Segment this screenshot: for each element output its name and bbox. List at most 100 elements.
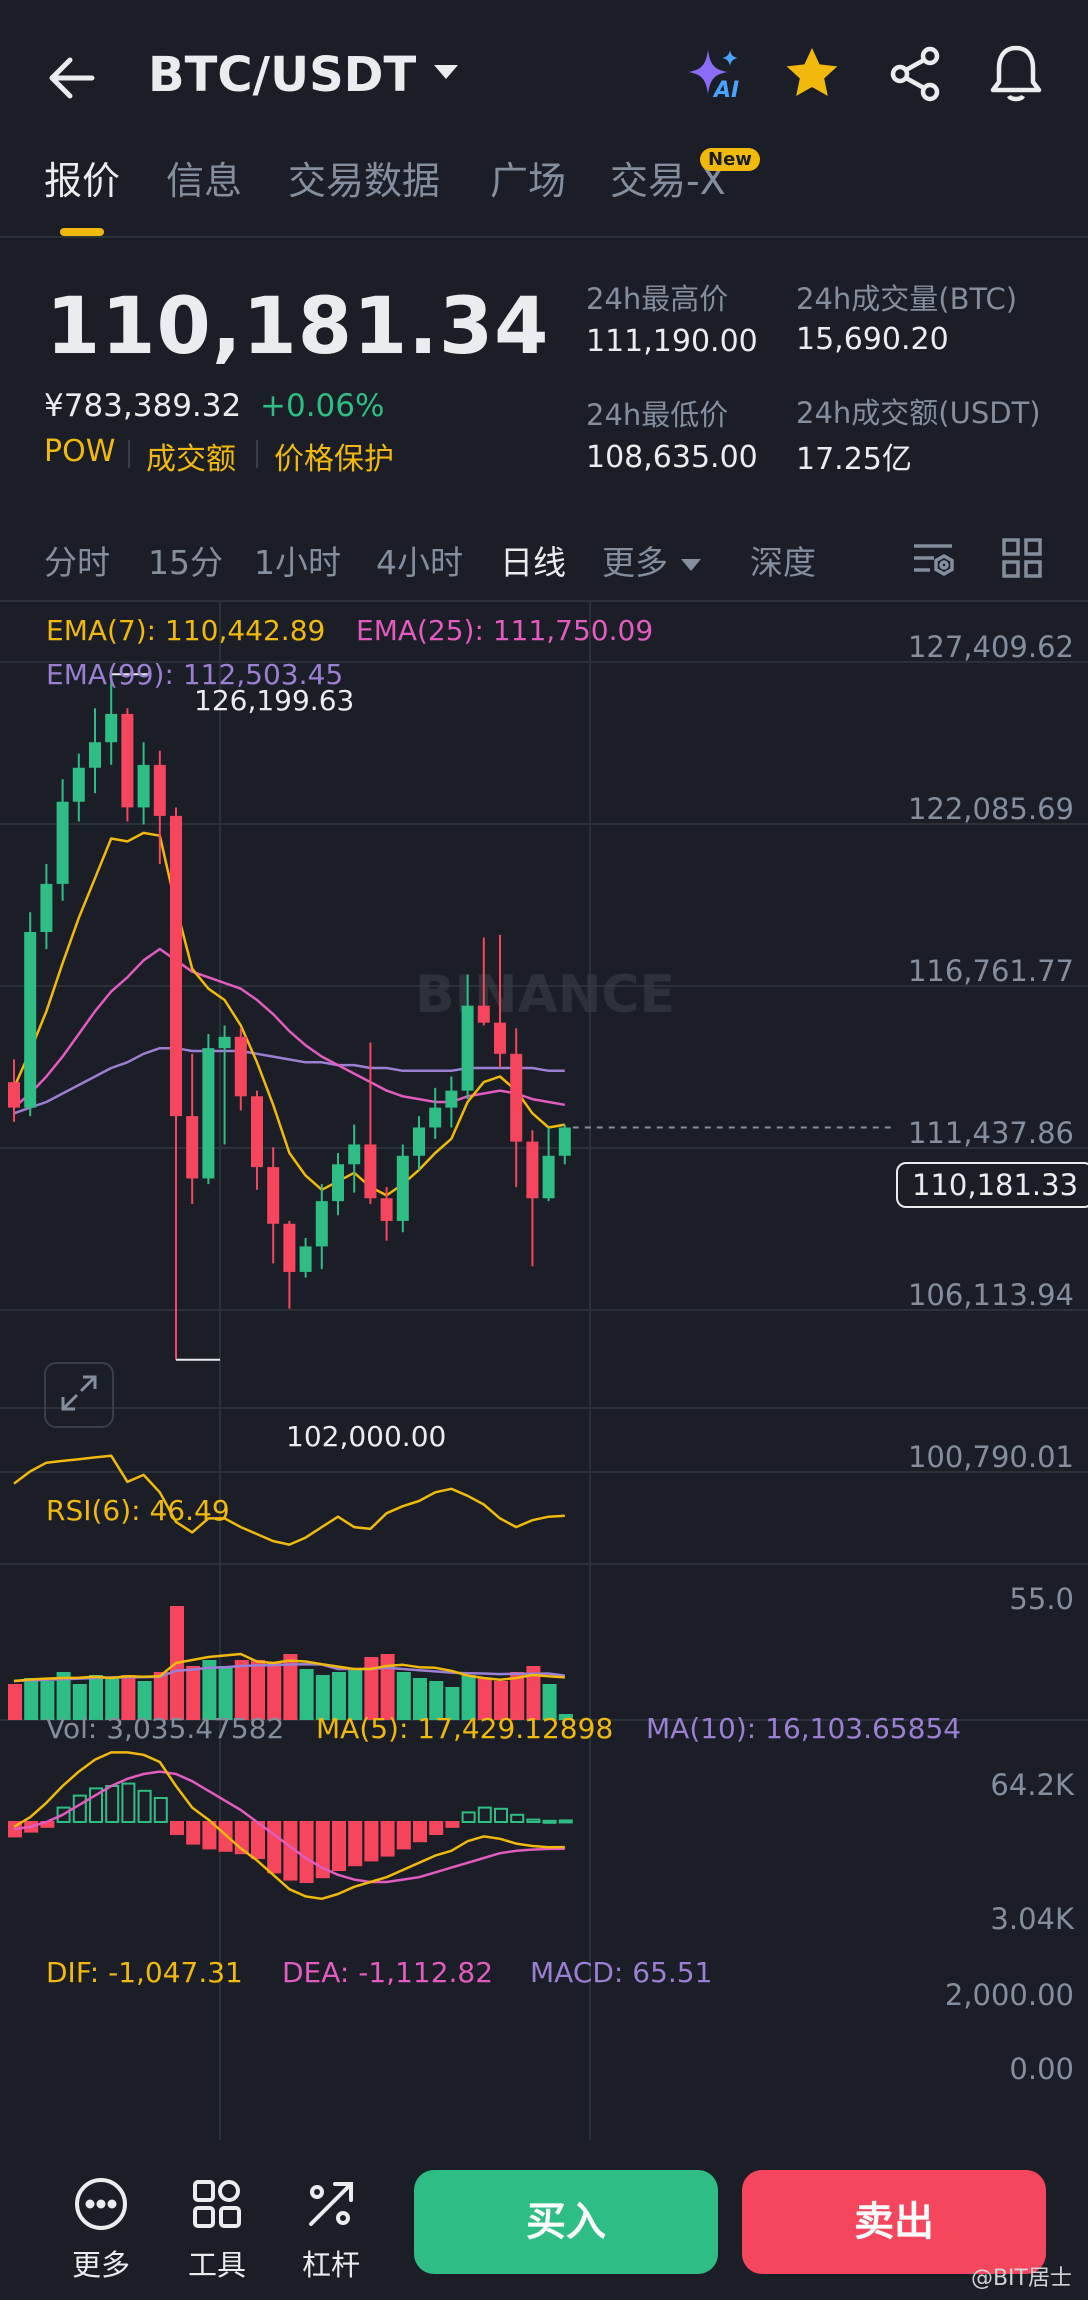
- candle-body: [558, 1127, 571, 1156]
- last-price: 110,181.34: [46, 282, 550, 372]
- macd-histogram-bar: [413, 1821, 427, 1843]
- candle-body: [429, 1107, 442, 1128]
- high-value: 111,190.00: [586, 324, 758, 359]
- low-label: 24h最低价: [586, 398, 729, 432]
- rsi-axis-label: 55.0: [1009, 1582, 1074, 1616]
- sell-button[interactable]: 卖出: [742, 2170, 1046, 2274]
- macd-histogram-bar: [202, 1821, 217, 1850]
- vol-btc-label: 24h成交量(BTC): [796, 282, 1018, 316]
- kline-tab-4h[interactable]: 4小时: [376, 543, 463, 582]
- tools-button[interactable]: 工具: [172, 2176, 262, 2284]
- leverage-icon: [303, 2182, 359, 2236]
- tab-quote[interactable]: 报价: [44, 159, 121, 203]
- tag-price-protection[interactable]: 价格保护: [274, 442, 394, 477]
- candle-body: [234, 1036, 247, 1097]
- vol-ma5-label: MA(5): 17,429.12898: [316, 1712, 614, 1745]
- tag-divider: [256, 440, 258, 468]
- candle-body: [251, 1096, 263, 1168]
- macd-histogram-bar: [72, 1794, 87, 1823]
- candle-body: [121, 713, 134, 808]
- macd-histogram-bar: [170, 1821, 184, 1835]
- candle-body: [494, 1022, 506, 1054]
- bell-icon[interactable]: [986, 42, 1046, 104]
- price-axis-label: 127,409.62: [907, 630, 1074, 664]
- fullscreen-button[interactable]: [44, 1362, 114, 1428]
- volume-bar: [24, 1678, 39, 1720]
- macd-dea-line: [13, 1770, 565, 1884]
- tab-info[interactable]: 信息: [166, 159, 243, 203]
- tab-trade-data[interactable]: 交易数据: [288, 159, 441, 203]
- candle-body: [218, 1036, 231, 1049]
- candle-body: [89, 742, 101, 768]
- tag-divider: [128, 440, 130, 468]
- candle-body: [137, 764, 150, 808]
- volume-bar: [364, 1657, 379, 1720]
- back-arrow-icon[interactable]: [44, 50, 100, 106]
- candle-body: [348, 1144, 361, 1165]
- volume-bar: [202, 1660, 217, 1720]
- tab-active-indicator: [60, 228, 104, 236]
- volume-bar: [121, 1675, 136, 1720]
- current-price-tag: 110,181.33: [896, 1162, 1088, 1208]
- kline-chart[interactable]: BINANCE: [0, 600, 1088, 2140]
- candle-body: [461, 1005, 474, 1091]
- pair-selector[interactable]: BTC/USDT: [148, 40, 460, 110]
- candle-body: [542, 1155, 555, 1199]
- kline-tab-more[interactable]: 更多: [602, 536, 702, 584]
- share-icon[interactable]: [886, 44, 946, 104]
- vol-usdt-label: 24h成交额(USDT): [796, 396, 1041, 430]
- tag-turnover[interactable]: 成交额: [146, 442, 236, 477]
- candle-body: [510, 1053, 523, 1142]
- buy-button[interactable]: 买入: [414, 2170, 718, 2274]
- volume-bar: [8, 1684, 22, 1720]
- indicator-settings-icon[interactable]: [910, 536, 956, 580]
- volume-bar: [396, 1672, 411, 1720]
- price-axis-label: 100,790.01: [907, 1440, 1074, 1474]
- kline-tab-timeshare[interactable]: 分时: [44, 543, 110, 582]
- candle-body: [413, 1127, 425, 1156]
- vol-axis-top: 64.2K: [990, 1768, 1074, 1802]
- candle-body: [364, 1144, 377, 1199]
- expand-icon: [59, 1373, 99, 1417]
- macd-histogram-bar: [396, 1821, 411, 1850]
- vol-axis-bottom: 3.04K: [990, 1902, 1074, 1936]
- leverage-button[interactable]: 杠杆: [286, 2176, 376, 2284]
- volume-ma5-line: [13, 1652, 565, 1683]
- candle-body: [72, 767, 85, 802]
- ema7-line: [12, 831, 566, 1197]
- kline-tab-depth[interactable]: 深度: [750, 543, 816, 582]
- more-button[interactable]: 更多: [56, 2176, 146, 2284]
- candle-body: [477, 1005, 490, 1023]
- pair-title: BTC/USDT: [148, 47, 417, 103]
- price-axis-label: 106,113.94: [907, 1278, 1074, 1312]
- volume-bar: [105, 1678, 120, 1720]
- volume-bar: [494, 1681, 508, 1720]
- volume-bar: [445, 1687, 460, 1720]
- volume-bar: [137, 1681, 152, 1720]
- volume-bar: [542, 1684, 557, 1720]
- volume-bar: [413, 1678, 427, 1720]
- kline-tab-1h[interactable]: 1小时: [254, 543, 341, 582]
- candle-body: [396, 1155, 409, 1221]
- high-marker-label: 126,199.63: [194, 684, 355, 717]
- tag-pow[interactable]: POW: [44, 434, 116, 469]
- leverage-label: 杠杆: [301, 2248, 360, 2282]
- macd-histogram-bar: [121, 1782, 136, 1823]
- chart-divider: [0, 600, 1088, 602]
- kline-tab-1d[interactable]: 日线: [500, 543, 566, 582]
- star-icon[interactable]: [782, 44, 842, 104]
- candle-body: [526, 1141, 539, 1199]
- macd-histogram-bar: [445, 1821, 460, 1828]
- more-label: 更多: [71, 2248, 130, 2282]
- volume-bar: [315, 1675, 330, 1720]
- tab-square[interactable]: 广场: [490, 159, 567, 203]
- vol-label: Vol: 3,035.47582: [46, 1712, 285, 1745]
- rsi-label: RSI(6): 46.49: [46, 1494, 230, 1527]
- layout-grid-icon[interactable]: [1000, 536, 1044, 580]
- macd-histogram-bar: [429, 1821, 444, 1835]
- ai-sparkle-icon[interactable]: AI: [680, 44, 748, 112]
- kline-tab-15m[interactable]: 15分: [148, 543, 223, 582]
- macd-histogram-bar: [558, 1819, 573, 1824]
- macd-value-label: MACD: 65.51: [530, 1956, 713, 1989]
- new-badge: New: [700, 148, 760, 171]
